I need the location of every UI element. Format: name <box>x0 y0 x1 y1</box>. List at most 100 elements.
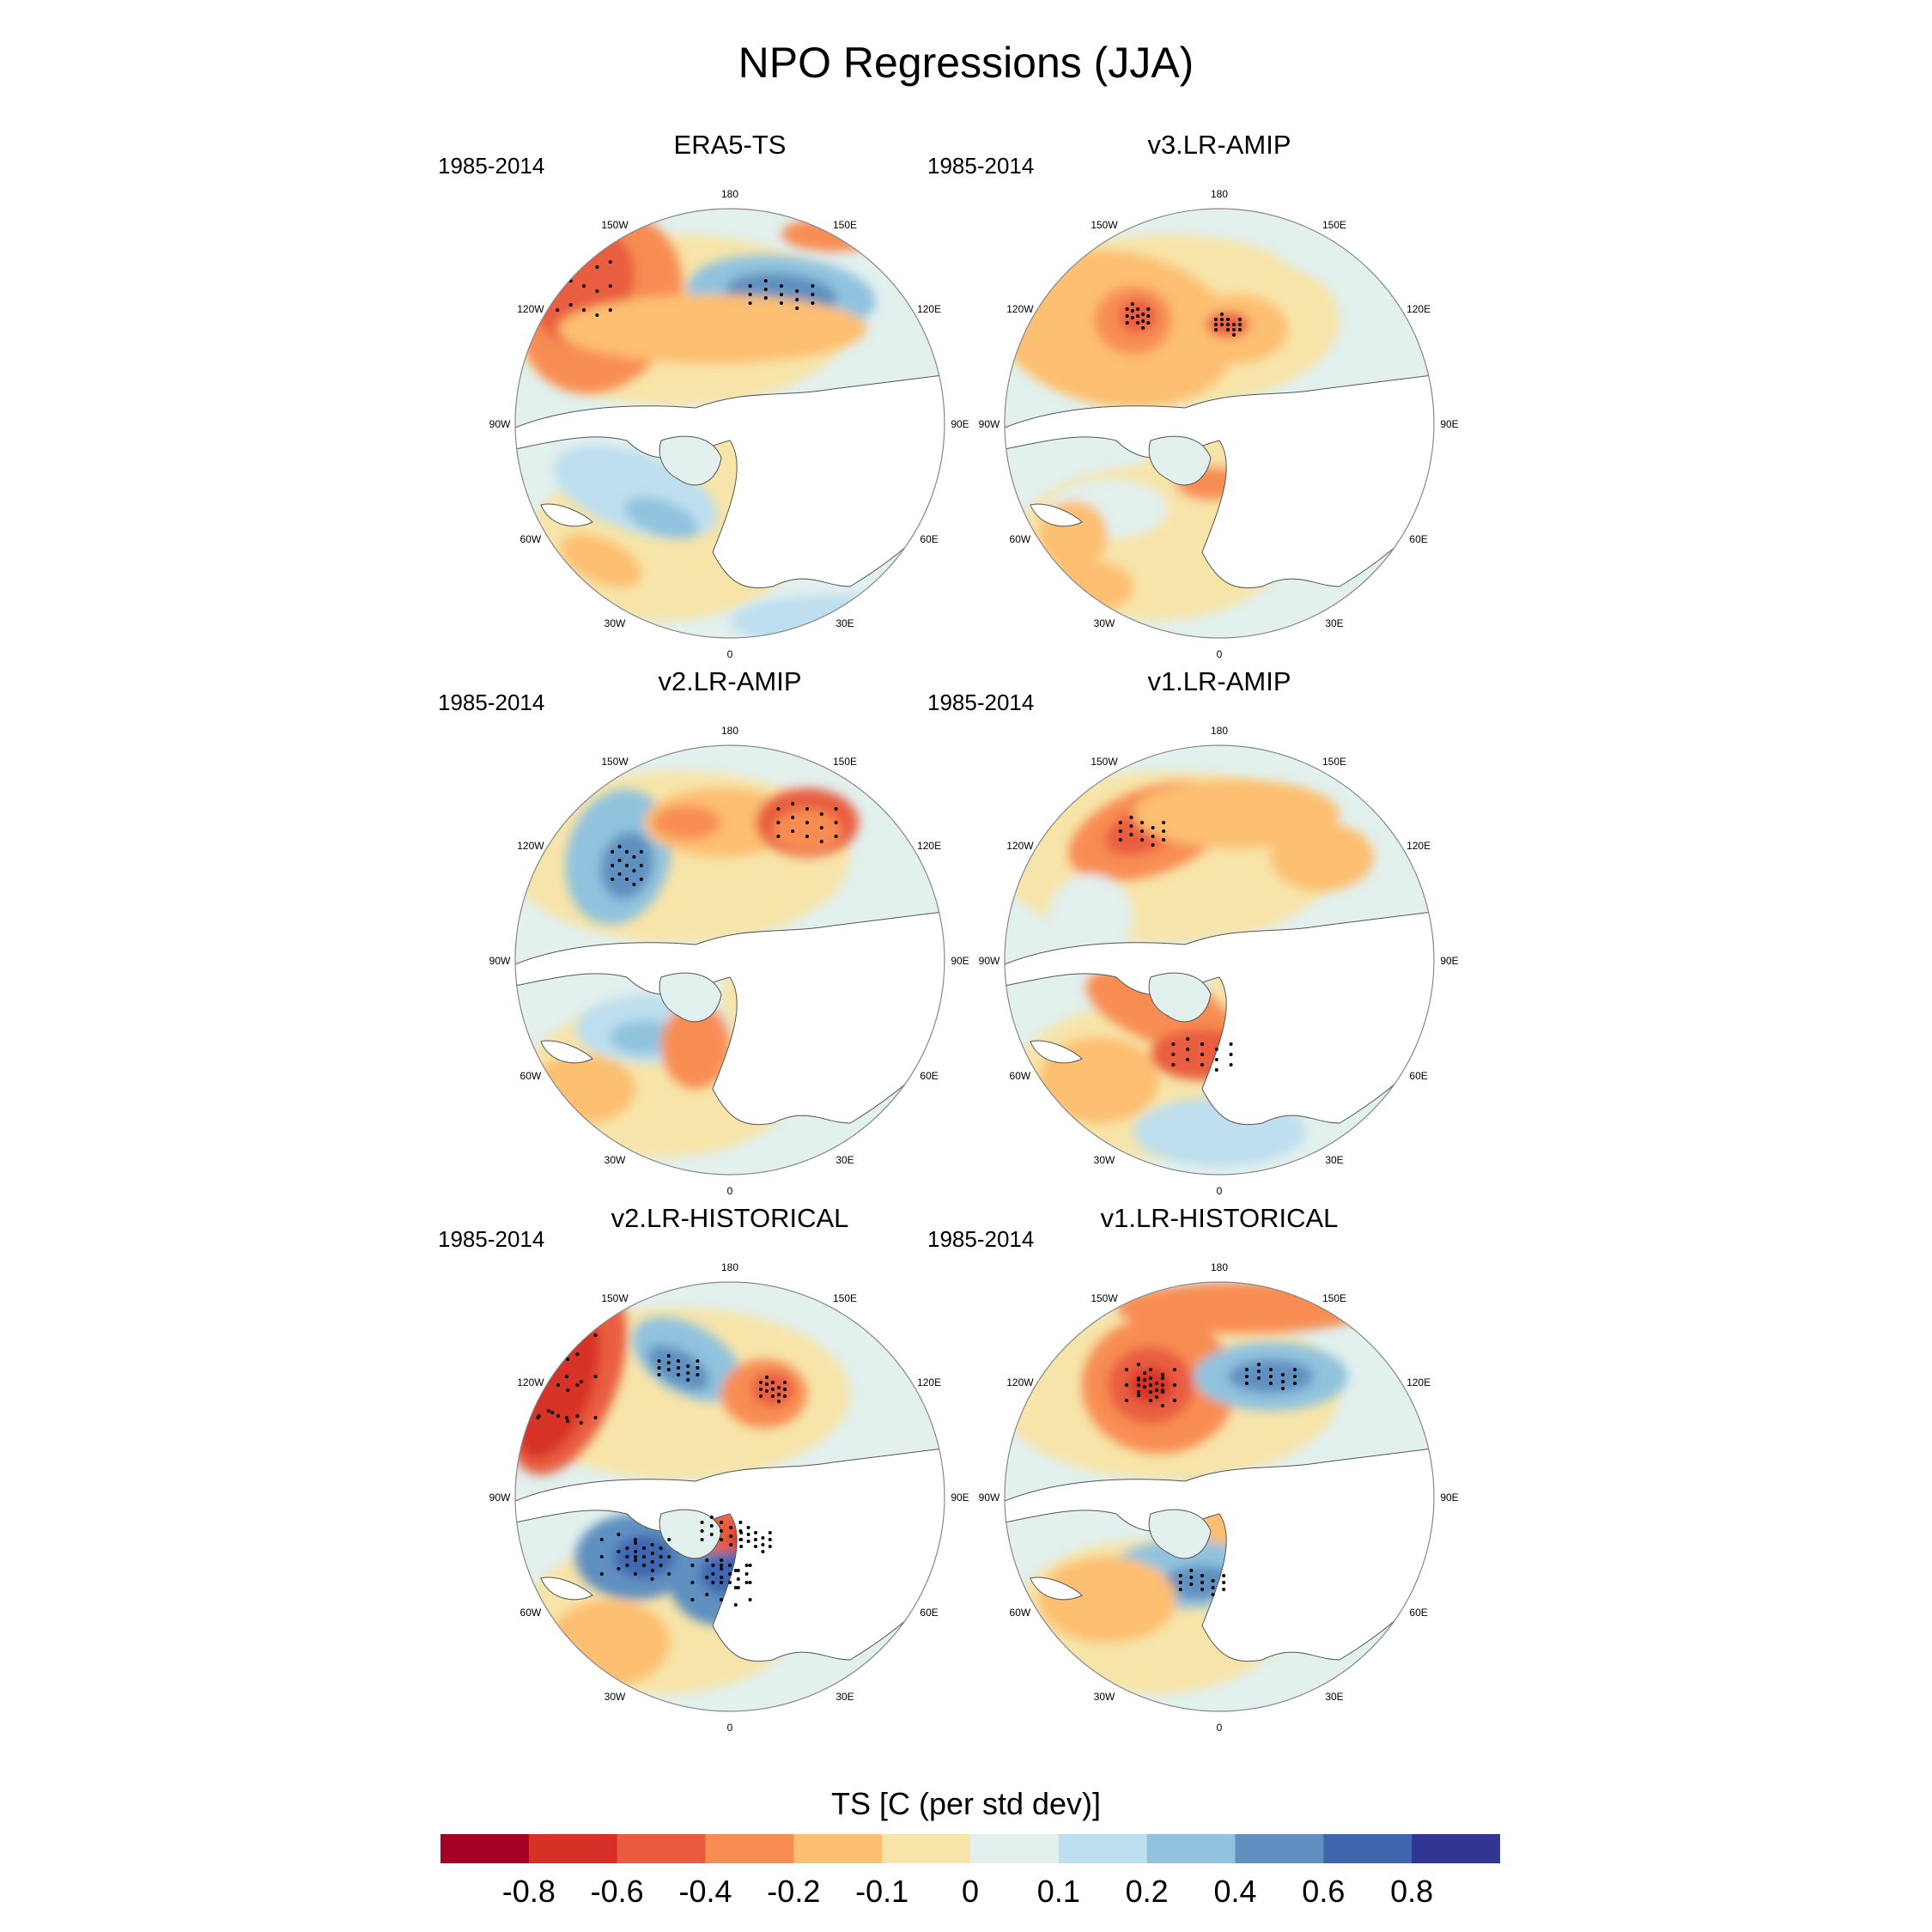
map-panel-v3-amip: 180 150E 120E 90E 60E 30E 0 30W 60W 90W 120W 150W v… <box>927 130 1460 664</box>
longitude-label: 120E <box>917 1376 941 1388</box>
landmask <box>515 908 945 1126</box>
colorbar-swatch <box>440 1834 530 1863</box>
map-boundary <box>514 744 945 1176</box>
longitude-label: 30E <box>835 617 854 629</box>
colorbar-swatch <box>970 1834 1060 1863</box>
map-panel-v2-historical: 180 150E 120E 90E 60E 30E 0 30W 60W 90W 120W 150W v… <box>438 1203 970 1737</box>
polar-map: 180 150E 120E 90E 60E 30E 0 30W 60W 90W 120W 150W <box>979 725 1459 1197</box>
longitude-label: 30E <box>835 1691 854 1703</box>
panel-title: v3.LR-AMIP <box>1147 130 1291 160</box>
longitude-label: 0 <box>727 1722 733 1734</box>
anomaly-region <box>1116 1282 1374 1334</box>
longitude-label: 90W <box>979 418 1000 430</box>
anomaly-region <box>1039 1557 1176 1643</box>
longitude-label: 90E <box>1440 955 1458 967</box>
colorbar-swatch <box>617 1834 706 1863</box>
longitude-label: 120W <box>1006 840 1034 852</box>
longitude-label: 60E <box>920 1070 938 1082</box>
anomaly-region <box>1048 874 1133 960</box>
longitude-label: 60W <box>520 1070 542 1082</box>
colorbar-swatch <box>528 1834 618 1863</box>
longitude-label: 150E <box>1322 219 1346 231</box>
anomaly-region <box>532 1054 635 1123</box>
longitude-label: 60W <box>1010 533 1031 545</box>
panel-title: v2.LR-HISTORICAL <box>611 1203 849 1233</box>
panel-title: v2.LR-AMIP <box>658 666 802 696</box>
landmask <box>515 1444 945 1662</box>
longitude-label: 60W <box>520 1607 542 1619</box>
landmask <box>515 371 945 589</box>
colorbar-tick-label: 0.8 <box>1390 1874 1434 1909</box>
longitude-label: 150E <box>1322 756 1346 768</box>
landmask <box>1005 371 1434 589</box>
period-label: 1985-2014 <box>438 690 545 715</box>
anomaly-region <box>661 1003 730 1089</box>
landmask <box>1005 1444 1434 1662</box>
colorbar-tick-label: 0.2 <box>1125 1874 1169 1909</box>
map-panel-v2-amip: 180 150E 120E 90E 60E 30E 0 30W 60W 90W 120W 150W v… <box>438 666 970 1200</box>
longitude-label: 120W <box>517 303 544 315</box>
colorbar-tick-label: -0.6 <box>590 1874 644 1909</box>
map-boundary <box>514 1281 945 1712</box>
colorbar-tick-label: -0.4 <box>678 1874 732 1909</box>
figure-title: NPO Regressions (JJA) <box>738 39 1194 87</box>
colorbar-swatch <box>1146 1834 1236 1863</box>
landmask <box>1005 908 1434 1126</box>
colorbar <box>440 1834 1500 1863</box>
longitude-label: 30W <box>1094 1154 1115 1166</box>
colorbar-tick-label: 0 <box>961 1874 980 1909</box>
longitude-label: 30W <box>605 1154 626 1166</box>
map-boundary <box>1004 1281 1435 1712</box>
longitude-label: 150W <box>601 219 629 231</box>
longitude-label: 180 <box>1211 188 1228 200</box>
longitude-label: 60E <box>920 533 938 545</box>
longitude-label: 30W <box>605 1691 626 1703</box>
anomaly-region <box>558 295 867 363</box>
map-boundary <box>514 208 945 639</box>
longitude-label: 60W <box>1010 1070 1031 1082</box>
colorbar-swatch <box>793 1834 883 1863</box>
longitude-label: 180 <box>1211 1261 1228 1273</box>
colorbar-swatch <box>1235 1834 1324 1863</box>
longitude-label: 90E <box>951 1492 969 1504</box>
colorbar-swatch <box>882 1834 971 1863</box>
colorbar-tick-label: -0.8 <box>501 1874 556 1909</box>
anomaly-region <box>1271 823 1374 891</box>
significance-stipple <box>1118 816 1233 1072</box>
longitude-label: 150W <box>1091 756 1118 768</box>
longitude-label: 120E <box>917 840 941 852</box>
longitude-label: 120W <box>517 1376 544 1388</box>
longitude-label: 60E <box>920 1607 938 1619</box>
longitude-label: 0 <box>1217 1722 1223 1734</box>
longitude-label: 150E <box>833 756 857 768</box>
anomaly-region <box>624 496 698 539</box>
longitude-label: 150W <box>1091 219 1118 231</box>
longitude-label: 30W <box>1094 617 1115 629</box>
anomaly-region <box>550 1600 670 1686</box>
longitude-label: 0 <box>727 1185 733 1197</box>
colorbar-swatch <box>1323 1834 1413 1863</box>
period-label: 1985-2014 <box>438 153 545 179</box>
longitude-label: 120E <box>1406 303 1431 315</box>
panel-title: v1.LR-HISTORICAL <box>1100 1203 1339 1233</box>
longitude-label: 30E <box>1325 617 1343 629</box>
longitude-label: 30W <box>1094 1691 1115 1703</box>
longitude-label: 90W <box>489 955 511 967</box>
anomaly-region <box>730 595 936 638</box>
longitude-label: 30W <box>605 617 626 629</box>
longitude-label: 30E <box>1325 1691 1343 1703</box>
longitude-label: 60E <box>1409 533 1427 545</box>
longitude-label: 60W <box>520 533 542 545</box>
longitude-label: 150W <box>601 1292 629 1304</box>
anomaly-region <box>653 805 721 840</box>
colorbar-swatch <box>1058 1834 1148 1863</box>
colorbar-swatch <box>705 1834 794 1863</box>
period-label: 1985-2014 <box>927 690 1035 715</box>
longitude-label: 180 <box>721 1261 738 1273</box>
polar-map: 180 150E 120E 90E 60E 30E 0 30W 60W 90W 120W 150W <box>489 1261 969 1734</box>
longitude-label: 150E <box>833 219 857 231</box>
longitude-label: 180 <box>721 725 738 737</box>
longitude-label: 30E <box>835 1154 854 1166</box>
significance-stipple <box>1125 302 1242 337</box>
map-boundary <box>1004 208 1435 639</box>
